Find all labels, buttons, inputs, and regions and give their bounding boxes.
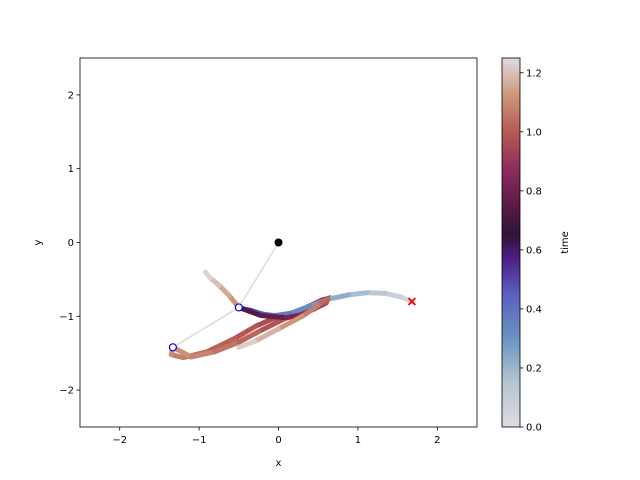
trajectory-segment	[383, 290, 405, 300]
trajectory-segment	[258, 313, 289, 321]
x-axis-label: x	[276, 458, 282, 469]
trajectory-tail-segment	[204, 335, 238, 355]
pivot-point	[274, 238, 283, 247]
x-tick-label: 1	[355, 435, 361, 446]
colorbar-label: time	[560, 231, 571, 254]
y-tick-label: −1	[59, 312, 74, 323]
trajectory-segment	[364, 290, 389, 296]
trajectory-tail-segment	[188, 349, 218, 360]
x-axis-ticks: −2 −1 0 1 2	[112, 427, 440, 446]
current-position-marker	[234, 303, 243, 312]
trajectory-segment	[236, 338, 258, 350]
start-marker	[407, 297, 417, 306]
trajectory-segment	[252, 326, 281, 344]
pendulum-arm	[172, 306, 240, 348]
trajectory-tail-segment	[212, 339, 242, 355]
colorbar-tick-label: 0.0	[526, 423, 542, 434]
x-tick-label: −1	[192, 435, 207, 446]
colorbar-ticks: 0.0 0.2 0.4 0.6 0.8 1.0 1.2	[520, 68, 542, 434]
trajectory-segment	[276, 313, 305, 332]
y-axis-label: y	[33, 239, 44, 245]
trajectory-tail-segment	[232, 323, 259, 341]
colorbar-tick-label: 0.6	[526, 245, 542, 256]
inner-trajectory-segment	[202, 269, 213, 281]
colorbar-tick-label: 1.2	[526, 68, 542, 79]
y-tick-label: −2	[59, 386, 74, 397]
colorbar	[501, 57, 521, 428]
colorbar-tick-label: 1.0	[526, 127, 542, 138]
x-tick-label: 0	[275, 435, 281, 446]
x-tick-label: −2	[112, 435, 127, 446]
y-tick-label: 2	[68, 90, 74, 101]
colorbar-tick-label: 0.4	[526, 304, 542, 315]
y-tick-label: 0	[68, 238, 74, 249]
trajectory-tail-segment	[236, 327, 266, 345]
current-position-marker	[168, 343, 177, 352]
plot-layer	[168, 238, 417, 361]
trajectory-segment	[287, 303, 313, 316]
y-axis-ticks: −2 −1 0 1 2	[59, 90, 80, 397]
trajectory-segment	[299, 302, 321, 319]
pendulum-arm	[238, 242, 280, 308]
trajectory-segment	[325, 292, 351, 302]
colorbar-tick-label: 0.2	[526, 363, 542, 374]
y-tick-label: 1	[68, 164, 74, 175]
x-tick-label: 2	[434, 435, 440, 446]
colorbar-tick-label: 0.8	[526, 186, 542, 197]
trajectory-segment	[345, 290, 370, 298]
